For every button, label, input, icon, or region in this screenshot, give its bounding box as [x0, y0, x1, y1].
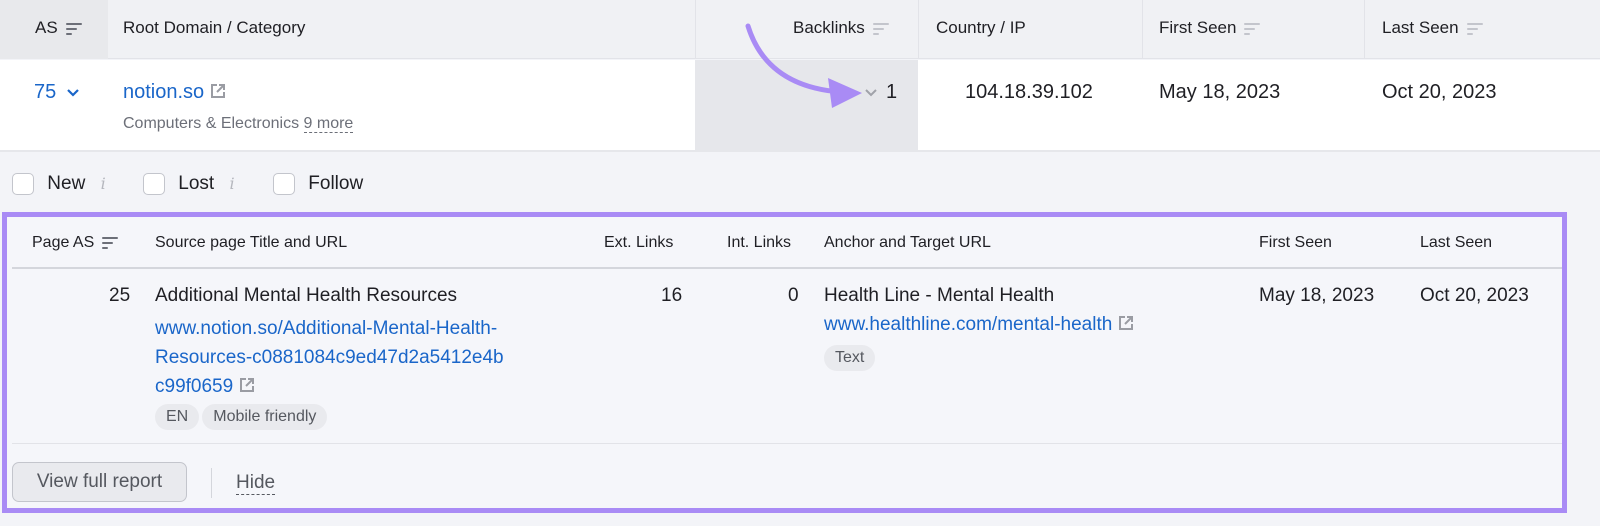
header-as[interactable]: AS — [35, 18, 82, 38]
last-seen-value: Oct 20, 2023 — [1382, 81, 1497, 103]
detail-first-seen: May 18, 2023 — [1259, 285, 1375, 306]
link-type-tag: Text — [824, 345, 876, 371]
header-root-domain: Root Domain / Category — [123, 18, 306, 37]
backlinks-toggle[interactable]: 1 — [864, 81, 897, 104]
divider — [695, 0, 696, 59]
page-as-value: 25 — [109, 285, 131, 306]
external-link-icon[interactable] — [210, 83, 226, 99]
table-header: AS Root Domain / Category Backlinks Coun… — [0, 0, 1600, 59]
sort-icon[interactable] — [102, 236, 119, 249]
as-header-cell — [0, 0, 108, 59]
source-url-link[interactable]: www.notion.so/Additional-Mental-Health- … — [155, 318, 504, 397]
ip-value: 104.18.39.102 — [965, 81, 1093, 103]
divider — [1142, 0, 1143, 59]
chevron-down-icon — [865, 89, 877, 97]
sort-icon[interactable] — [872, 22, 889, 35]
sort-icon[interactable] — [1244, 22, 1261, 35]
divider — [1364, 0, 1365, 59]
header-page-as[interactable]: Page AS — [32, 234, 119, 252]
source-title: Additional Mental Health Resources — [155, 285, 458, 306]
category: Computers & Electronics 9 more — [123, 115, 354, 133]
source-tags: EN Mobile friendly — [155, 404, 330, 430]
header-anchor: Anchor and Target URL — [824, 234, 991, 251]
header-ext-links: Ext. Links — [604, 234, 674, 251]
tag-mobile-friendly: Mobile friendly — [202, 404, 328, 430]
header-backlinks[interactable]: Backlinks — [793, 18, 889, 38]
sort-icon[interactable] — [65, 22, 82, 35]
tag-language: EN — [155, 404, 200, 430]
divider — [918, 0, 919, 59]
header-last-seen[interactable]: Last Seen — [1382, 18, 1483, 38]
header-first-seen: First Seen — [1259, 234, 1332, 251]
filter-new[interactable]: New i — [12, 173, 106, 195]
domain-link-wrap: notion.so — [123, 81, 226, 104]
int-links-value: 0 — [788, 285, 799, 306]
target-url-link[interactable]: www.healthline.com/mental-health — [824, 314, 1113, 335]
filter-lost[interactable]: Lost i — [143, 173, 235, 195]
header-country-ip: Country / IP — [936, 18, 1026, 37]
as-expand-toggle[interactable]: 75 — [34, 81, 80, 104]
external-link-icon[interactable] — [239, 377, 255, 393]
header-int-links: Int. Links — [727, 234, 792, 251]
chevron-down-icon — [67, 89, 79, 97]
info-icon[interactable]: i — [229, 174, 235, 194]
backlinks-cell — [695, 60, 918, 152]
header-source-page: Source page Title and URL — [155, 234, 348, 251]
target-url-wrap: www.healthline.com/mental-health — [824, 314, 1134, 336]
divider — [211, 468, 212, 498]
backlink-details-panel — [2, 212, 1567, 513]
link-type-wrap: Text — [824, 345, 878, 371]
info-icon[interactable]: i — [100, 174, 106, 194]
first-seen-value: May 18, 2023 — [1159, 81, 1281, 103]
view-full-report-button[interactable]: View full report — [12, 462, 187, 502]
sort-icon[interactable] — [1466, 22, 1483, 35]
detail-last-seen: Oct 20, 2023 — [1420, 285, 1529, 306]
new-checkbox[interactable] — [12, 173, 34, 195]
header-last-seen: Last Seen — [1420, 234, 1493, 251]
external-link-icon[interactable] — [1118, 315, 1134, 331]
lost-checkbox[interactable] — [143, 173, 165, 195]
filter-follow[interactable]: Follow — [273, 173, 363, 195]
header-first-seen[interactable]: First Seen — [1159, 18, 1261, 38]
hide-link[interactable]: Hide — [236, 472, 276, 495]
anchor-text: Health Line - Mental Health — [824, 285, 1055, 306]
domain-link[interactable]: notion.so — [123, 81, 205, 103]
more-categories-link[interactable]: 9 more — [303, 115, 354, 133]
follow-checkbox[interactable] — [273, 173, 295, 195]
annotation-arrow — [745, 23, 862, 108]
ext-links-value: 16 — [661, 285, 683, 306]
